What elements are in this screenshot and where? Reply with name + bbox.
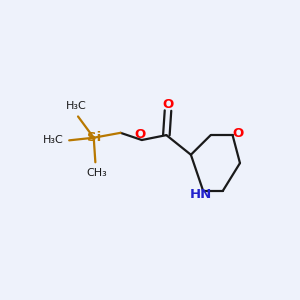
Text: CH₃: CH₃ [87,167,107,178]
Text: O: O [162,98,174,111]
Text: H₃C: H₃C [43,135,63,145]
Text: O: O [233,127,244,140]
Text: O: O [135,128,146,141]
Text: H₃C: H₃C [66,101,87,111]
Text: HN: HN [189,188,212,201]
Text: Si: Si [87,130,101,144]
